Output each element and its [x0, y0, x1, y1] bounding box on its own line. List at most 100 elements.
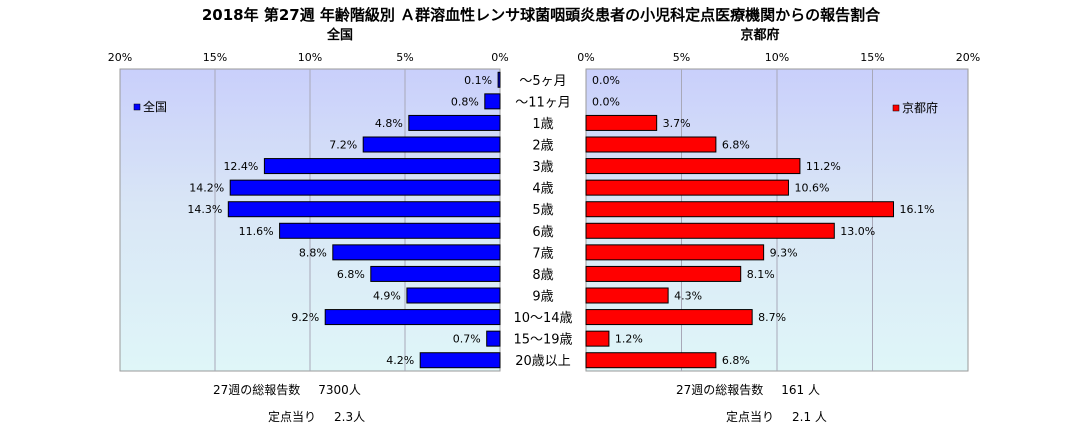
- left-data-label: 11.6%: [239, 225, 274, 238]
- category-label: 1歳: [532, 117, 553, 132]
- left-data-label: 8.8%: [299, 246, 327, 259]
- right-bar: [585, 222, 835, 239]
- left-bar: [497, 71, 501, 88]
- left-tick-label: 0%: [491, 51, 508, 64]
- right-bar: [585, 201, 895, 218]
- right-total-reports: 27週の総報告数 161 人: [676, 381, 820, 398]
- left-data-label: 14.3%: [187, 203, 222, 216]
- right-per-label: 定点当り: [726, 410, 775, 424]
- right-data-label: 8.7%: [758, 311, 786, 324]
- right-per-site: 定点当り 2.1 人: [726, 408, 827, 425]
- category-label: 2歳: [532, 139, 553, 154]
- left-bar: [227, 201, 501, 218]
- right-tick-label: 5%: [673, 51, 690, 64]
- left-data-label: 4.2%: [386, 354, 414, 367]
- right-total-value: 161 人: [781, 383, 821, 397]
- left-bar: [484, 93, 501, 110]
- right-data-label: 3.7%: [663, 117, 691, 130]
- plot-area: 20% 15% 10% 5% 0% 0% 5% 10% 15% 20% 0.1% 0.0% 〜5ヶ月 0.…: [108, 51, 980, 372]
- left-total-reports: 27週の総報告数 7300人: [213, 381, 361, 398]
- left-bar: [370, 265, 501, 282]
- right-bar: [585, 309, 753, 326]
- right-bar: [585, 114, 658, 131]
- left-bar: [419, 352, 501, 369]
- right-data-label: 0.0%: [592, 74, 620, 87]
- right-data-label: 1.2%: [615, 333, 643, 346]
- left-per-site: 定点当り 2.3人: [268, 408, 365, 425]
- category-label: 6歳: [532, 225, 553, 240]
- category-label: 10〜14歳: [513, 311, 572, 326]
- right-data-label: 0.0%: [592, 95, 620, 108]
- left-tick-label: 5%: [396, 51, 413, 64]
- right-tick-label: 20%: [956, 51, 980, 64]
- right-data-label: 6.8%: [722, 354, 750, 367]
- left-panel-title: 全国: [326, 27, 353, 43]
- left-bar: [408, 114, 501, 131]
- category-label: 〜11ヶ月: [515, 95, 571, 110]
- right-data-label: 9.3%: [770, 246, 798, 259]
- right-bar: [585, 158, 801, 175]
- left-data-label: 4.9%: [373, 290, 401, 303]
- right-bar: [585, 287, 669, 304]
- left-bar: [406, 287, 501, 304]
- left-tick-label: 20%: [108, 51, 132, 64]
- right-data-label: 10.6%: [794, 182, 829, 195]
- left-tick-label: 15%: [203, 51, 227, 64]
- left-tick-label: 10%: [298, 51, 322, 64]
- right-total-label: 27週の総報告数: [676, 383, 764, 397]
- left-data-label: 9.2%: [291, 311, 319, 324]
- chart-title: 2018年 第27週 年齢階級別 Ａ群溶血性レンサ球菌咽頭炎患者の小児科定点医療…: [202, 6, 881, 24]
- right-data-label: 11.2%: [806, 160, 841, 173]
- right-data-label: 4.3%: [674, 290, 702, 303]
- right-data-label: 6.8%: [722, 139, 750, 152]
- left-bar: [486, 330, 501, 347]
- left-data-label: 0.7%: [453, 333, 481, 346]
- right-bar: [585, 352, 717, 369]
- right-bar: [585, 136, 717, 153]
- right-panel-title: 京都府: [740, 27, 779, 43]
- right-bar: [585, 244, 765, 261]
- left-data-label: 0.1%: [464, 74, 492, 87]
- left-total-label: 27週の総報告数: [213, 383, 301, 397]
- right-bar: [585, 179, 789, 196]
- left-bar: [362, 136, 501, 153]
- right-tick-label: 10%: [765, 51, 789, 64]
- left-bar: [263, 158, 501, 175]
- left-per-value: 2.3人: [334, 410, 366, 424]
- right-data-label: 8.1%: [747, 268, 775, 281]
- right-per-value: 2.1 人: [792, 410, 827, 424]
- left-bar: [324, 309, 501, 326]
- right-bar: [585, 330, 610, 347]
- category-label: 20歳以上: [515, 354, 571, 369]
- right-bar: [585, 265, 742, 282]
- right-data-label: 13.0%: [840, 225, 875, 238]
- category-label: 5歳: [532, 203, 553, 218]
- left-total-value: 7300人: [318, 383, 361, 397]
- left-bar: [229, 179, 501, 196]
- category-label: 15〜19歳: [513, 333, 572, 348]
- right-tick-label: 15%: [860, 51, 884, 64]
- category-label: 〜5ヶ月: [519, 74, 566, 89]
- right-legend-label: 京都府: [902, 100, 938, 115]
- left-legend-label: 全国: [143, 99, 167, 114]
- left-data-label: 6.8%: [337, 268, 365, 281]
- left-data-label: 4.8%: [375, 117, 403, 130]
- left-per-label: 定点当り: [268, 410, 317, 424]
- category-label: 8歳: [532, 268, 553, 283]
- left-data-label: 0.8%: [451, 95, 479, 108]
- category-label: 7歳: [532, 246, 553, 261]
- left-bar: [332, 244, 501, 261]
- left-data-label: 14.2%: [189, 182, 224, 195]
- left-legend-swatch: [133, 103, 141, 111]
- category-label: 9歳: [532, 290, 553, 305]
- category-label: 3歳: [532, 160, 553, 175]
- right-legend-swatch: [892, 104, 900, 112]
- left-data-label: 7.2%: [329, 139, 357, 152]
- right-data-label: 16.1%: [900, 203, 935, 216]
- category-label: 4歳: [532, 182, 553, 197]
- left-bar: [279, 222, 501, 239]
- left-data-label: 12.4%: [223, 160, 258, 173]
- right-tick-label: 0%: [577, 51, 594, 64]
